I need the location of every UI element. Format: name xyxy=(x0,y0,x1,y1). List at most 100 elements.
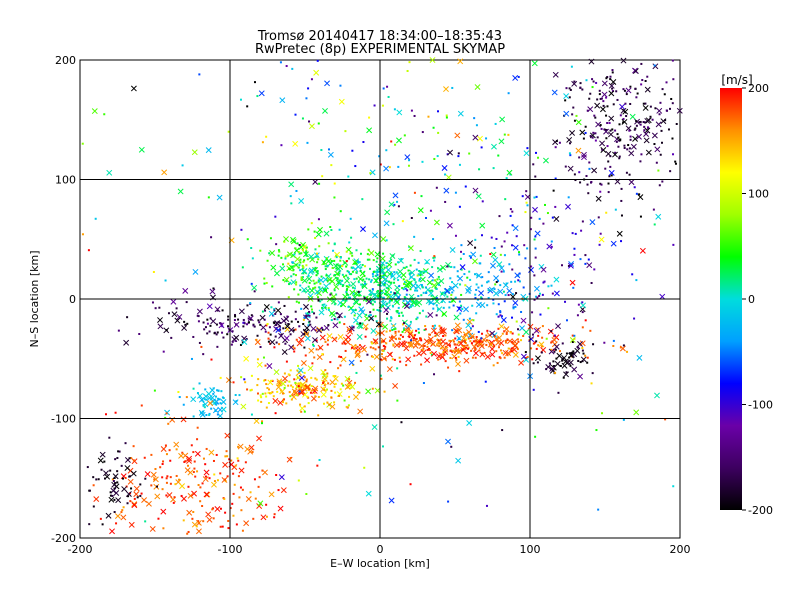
data-point-dot xyxy=(391,273,394,276)
data-point-x xyxy=(337,333,344,340)
data-point-dot xyxy=(357,281,360,284)
data-point-dot xyxy=(256,95,259,98)
data-point-dot xyxy=(239,486,242,489)
data-point-x xyxy=(408,293,415,300)
data-point-dot xyxy=(95,478,98,481)
data-point-x xyxy=(587,106,594,113)
data-point-dot xyxy=(530,265,533,268)
data-point-x xyxy=(237,443,244,450)
data-point-dot xyxy=(298,325,301,328)
data-point-dot xyxy=(203,328,206,331)
data-point-dot xyxy=(237,318,240,321)
data-point-dot xyxy=(518,280,521,283)
data-point-dot xyxy=(293,347,296,350)
data-point-dot xyxy=(392,343,395,346)
data-point-x xyxy=(600,147,607,153)
data-point-dot xyxy=(402,299,405,302)
data-point-dot xyxy=(283,240,286,243)
data-point-dot xyxy=(291,261,294,264)
data-point-dot xyxy=(297,301,300,304)
data-point-dot xyxy=(339,388,342,391)
data-point-x xyxy=(424,258,431,265)
data-point-dot xyxy=(410,340,413,343)
data-point-dot xyxy=(415,338,418,341)
data-point-dot xyxy=(231,330,234,333)
data-point-dot xyxy=(103,113,106,116)
data-point-x xyxy=(304,287,311,294)
data-point-dot xyxy=(628,147,631,150)
data-point-x xyxy=(552,71,559,78)
data-point-dot xyxy=(509,331,512,334)
data-point-dot xyxy=(366,253,369,256)
data-point-dot xyxy=(314,248,317,251)
data-point-dot xyxy=(351,325,354,328)
data-point-dot xyxy=(275,474,278,477)
data-point-dot xyxy=(291,386,294,389)
data-point-dot xyxy=(257,378,260,381)
data-point-dot xyxy=(623,146,626,149)
data-point-dot xyxy=(130,487,133,490)
data-point-dot xyxy=(295,338,298,341)
data-point-dot xyxy=(165,412,168,415)
data-point-dot xyxy=(273,309,276,312)
data-point-dot xyxy=(365,313,368,316)
data-point-dot xyxy=(568,96,571,99)
data-point-dot xyxy=(213,332,216,335)
data-point-dot xyxy=(674,160,677,163)
data-point-x xyxy=(645,149,652,156)
data-point-dot xyxy=(409,288,412,291)
data-point-dot xyxy=(581,220,584,223)
data-point-dot xyxy=(400,421,403,424)
data-point-x xyxy=(99,451,106,458)
data-point-dot xyxy=(507,133,510,136)
data-point-dot xyxy=(450,293,453,296)
data-point-dot xyxy=(376,273,379,276)
data-point-x xyxy=(375,265,382,272)
data-point-dot xyxy=(332,375,335,378)
data-point-dot xyxy=(669,170,672,173)
data-point-dot xyxy=(464,341,467,344)
data-point-dot xyxy=(455,358,458,361)
data-point-dot xyxy=(345,299,348,302)
data-point-dot xyxy=(370,341,373,344)
data-point-dot xyxy=(116,456,119,459)
data-point-dot xyxy=(459,312,462,315)
data-point-dot xyxy=(573,80,576,83)
data-point-dot xyxy=(114,482,117,485)
data-point-dot xyxy=(324,306,327,309)
data-point-x xyxy=(546,243,553,250)
data-point-dot xyxy=(409,264,412,267)
data-point-x xyxy=(197,392,203,399)
data-point-dot xyxy=(178,478,181,481)
data-point-dot xyxy=(326,343,329,346)
data-point-x xyxy=(280,487,287,494)
data-point-dot xyxy=(120,464,123,467)
data-point-dot xyxy=(159,466,162,469)
data-point-dot xyxy=(192,451,195,454)
data-point-dot xyxy=(290,275,293,278)
data-point-dot xyxy=(287,296,290,299)
data-point-dot xyxy=(622,88,625,91)
data-point-dot xyxy=(348,296,351,299)
data-point-dot xyxy=(310,384,313,387)
data-point-dot xyxy=(129,500,132,503)
data-point-dot xyxy=(506,231,509,234)
data-point-dot xyxy=(420,363,423,366)
data-point-x xyxy=(659,293,666,300)
data-point-x xyxy=(499,116,506,123)
data-point-x xyxy=(121,486,128,493)
data-point-dot xyxy=(432,302,435,305)
data-point-dot xyxy=(127,495,130,498)
data-point-dot xyxy=(200,345,203,348)
data-point-dot xyxy=(456,343,459,346)
data-point-dot xyxy=(209,317,212,320)
data-point-dot xyxy=(389,319,392,322)
data-point-dot xyxy=(292,269,295,272)
data-point-x xyxy=(644,127,651,134)
data-point-x xyxy=(512,351,519,358)
data-point-x xyxy=(403,303,410,310)
data-point-dot xyxy=(208,414,211,417)
data-point-dot xyxy=(240,228,243,231)
data-point-x xyxy=(206,516,213,523)
data-point-dot xyxy=(472,335,475,338)
